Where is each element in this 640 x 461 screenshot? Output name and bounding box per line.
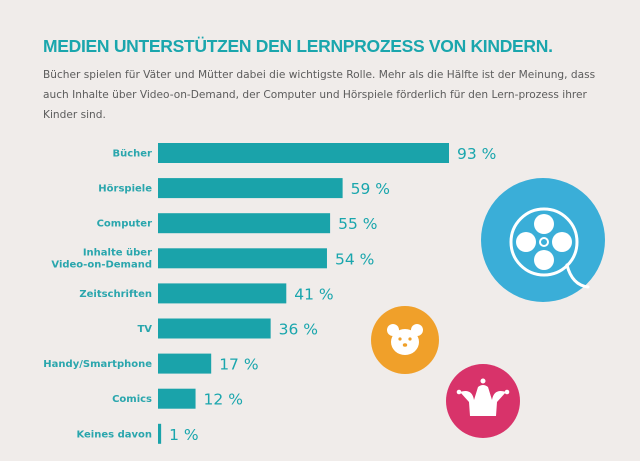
film-reel-icon (481, 178, 605, 302)
bar (158, 178, 343, 199)
bar (158, 423, 162, 444)
category-label: Inhalte über (83, 247, 152, 258)
bar-row: Keines davon 1 % (76, 423, 199, 444)
bar (158, 248, 327, 269)
bar (158, 388, 196, 409)
category-label: Video-on-Demand (51, 259, 152, 270)
bar-row: Comics 12 % (112, 388, 243, 409)
category-label: Keines davon (76, 429, 152, 440)
teddy-bear-icon (371, 306, 439, 374)
bar (158, 213, 331, 234)
bar-row: Bücher 93 % (112, 143, 496, 163)
bar (158, 353, 212, 374)
chart-title: MEDIEN UNTERSTÜTZEN DEN LERNPROZESS VON … (43, 36, 553, 56)
value-label: 17 % (219, 356, 258, 374)
value-label: 1 % (169, 426, 199, 444)
jester-hat-icon (446, 364, 520, 438)
category-label: Computer (97, 219, 152, 230)
value-label: 36 % (279, 321, 318, 339)
value-label: 93 % (457, 145, 496, 163)
value-label: 55 % (338, 215, 377, 233)
bar (158, 143, 449, 163)
bars-layer: Bücher 93 % Hörspiele 59 % Computer 55 % Inhal… (43, 143, 496, 444)
bar-row: Zeitschriften 41 % (79, 283, 334, 304)
chart-description: Bücher spielen für Väter und Mütter dabe… (43, 69, 596, 121)
category-label: Hörspiele (98, 184, 152, 195)
value-label: 59 % (351, 180, 390, 198)
value-label: 41 % (294, 285, 333, 303)
category-label: TV (137, 324, 152, 335)
value-label: 54 % (335, 250, 374, 268)
category-label: Zeitschriften (79, 289, 152, 300)
category-label: Bücher (112, 149, 152, 160)
category-label: Comics (112, 394, 152, 405)
bar-row: Hörspiele 59 % (98, 178, 390, 199)
value-label: 12 % (204, 391, 243, 409)
bar-row: TV 36 % (137, 318, 318, 339)
bar-row: Handy/Smartphone 17 % (43, 353, 259, 374)
bar (158, 283, 287, 304)
bar (158, 318, 271, 339)
bar-row: Computer 55 % (97, 213, 377, 234)
category-label: Handy/Smartphone (43, 359, 152, 370)
